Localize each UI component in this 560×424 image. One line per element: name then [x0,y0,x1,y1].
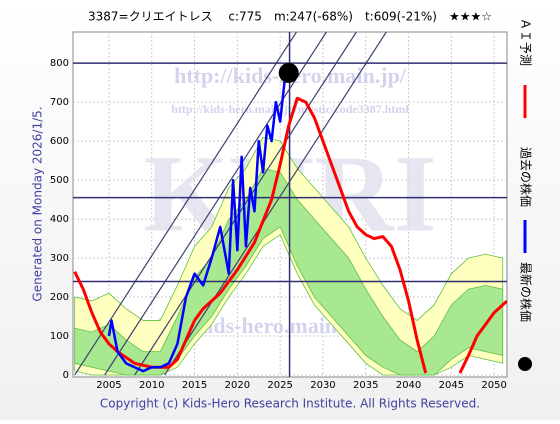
x-tick-label: 2040 [396,380,421,391]
x-tick-label: 2005 [96,380,121,391]
x-tick-label: 2020 [225,380,250,391]
y-tick-label: 200 [50,292,69,303]
legend-label: 最新の株価 [519,262,534,322]
trend-line [164,32,387,376]
latest-price [278,62,299,83]
watermark: http://kids-hero.main.jp/mystic/code3387… [171,102,409,116]
y-tick-label: 700 [50,97,69,108]
series-line [107,72,290,373]
chart-title: 3387=クリエイトレス c:775 m:247(-68%) t:609(-21… [88,10,492,24]
x-tick-label: 2035 [353,380,378,391]
legend-label: ＡＩ予測 [519,18,533,66]
x-tick-label: 2025 [267,380,292,391]
x-tick-label: 2045 [439,380,464,391]
x-tick-label: 2010 [139,380,164,391]
y-tick-label: 600 [50,136,69,147]
x-tick-label: 2030 [310,380,335,391]
y-tick-label: 800 [50,58,69,69]
footer: Copyright (c) Kids-Hero Research Institu… [100,397,480,411]
y-tick-label: 400 [50,214,69,225]
trend-line [74,32,297,376]
trend-line [134,32,357,376]
y-tick-label: 0 [63,370,69,381]
y-tick-label: 100 [50,331,69,342]
y-tick-label: 300 [50,253,69,264]
side-label: Generated on Monday 2026/1/5. [31,106,45,301]
x-tick-label: 2015 [182,380,207,391]
y-tick-label: 500 [50,175,69,186]
legend-label: 過去の株価 [519,147,534,207]
legend-swatch [518,357,532,371]
x-tick-label: 2050 [481,380,506,391]
series-line [73,96,507,374]
